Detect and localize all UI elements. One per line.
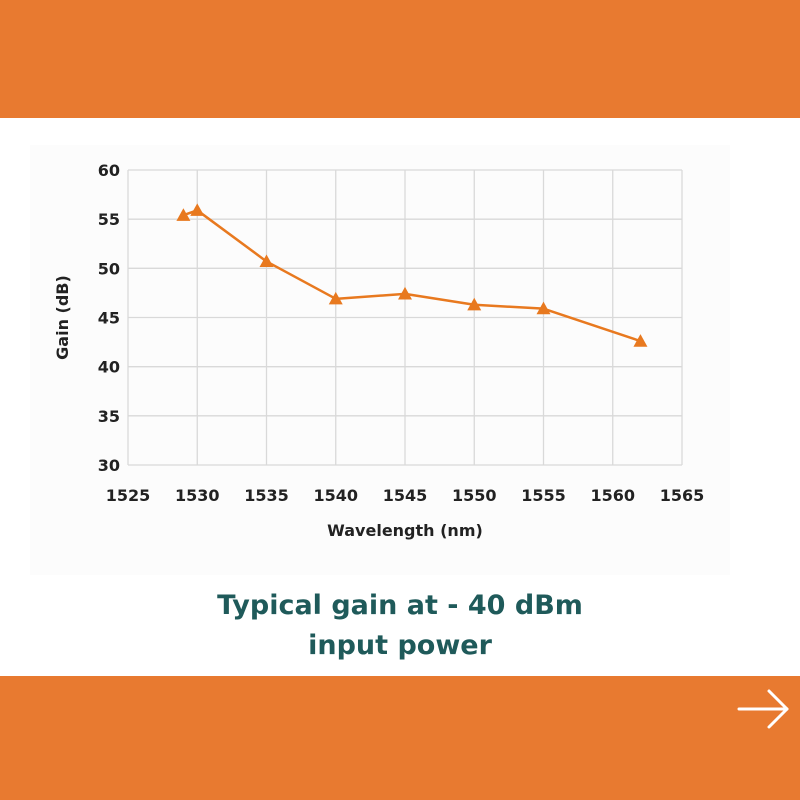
chart-grid (127, 169, 683, 466)
y-tick-label: 40 (98, 358, 120, 377)
caption-line-1: Typical gain at - 40 dBm (217, 590, 583, 621)
data-point-marker (536, 301, 551, 315)
y-axis-label: Gain (dB) (53, 275, 72, 360)
data-point-marker (398, 286, 412, 300)
bottom-banner (0, 676, 800, 800)
data-point-marker (633, 334, 648, 347)
data-point-marker (467, 297, 482, 311)
x-tick-label: 1545 (383, 486, 428, 505)
y-tick-label: 60 (98, 161, 120, 180)
x-axis-label: Wavelength (nm) (327, 521, 483, 540)
chart-ticks: 30 35 40 45 50 55 60 1525 1530 1535 1540 1545 1550 15… (98, 161, 705, 505)
x-tick-label: 1550 (452, 486, 497, 505)
top-banner (0, 0, 800, 118)
data-point-marker (328, 291, 343, 305)
chart-series (176, 203, 648, 347)
x-tick-label: 1565 (660, 486, 705, 505)
y-tick-label: 45 (98, 309, 120, 328)
x-tick-label: 1540 (313, 486, 358, 505)
x-tick-label: 1560 (590, 486, 635, 505)
y-tick-label: 35 (98, 407, 120, 426)
x-tick-label: 1555 (521, 486, 566, 505)
caption-line-2: input power (308, 630, 492, 661)
gain-chart: 30 35 40 45 50 55 60 1525 1530 1535 1540 1545 1550 15… (53, 161, 705, 540)
series-line (182, 209, 641, 343)
chart-panel: 30 35 40 45 50 55 60 1525 1530 1535 1540 1545 1550 15… (30, 145, 730, 575)
arrow-right-icon[interactable] (736, 686, 792, 732)
chart-caption: Typical gain at - 40 dBm input power (0, 586, 800, 666)
y-tick-label: 50 (98, 259, 120, 278)
x-tick-label: 1535 (244, 486, 289, 505)
data-point-marker (176, 208, 191, 221)
y-tick-label: 55 (98, 210, 120, 229)
x-tick-label: 1530 (175, 486, 220, 505)
data-point-marker (190, 203, 205, 216)
x-tick-label: 1525 (106, 486, 151, 505)
y-tick-label: 30 (98, 456, 120, 475)
data-point-marker (259, 254, 274, 268)
